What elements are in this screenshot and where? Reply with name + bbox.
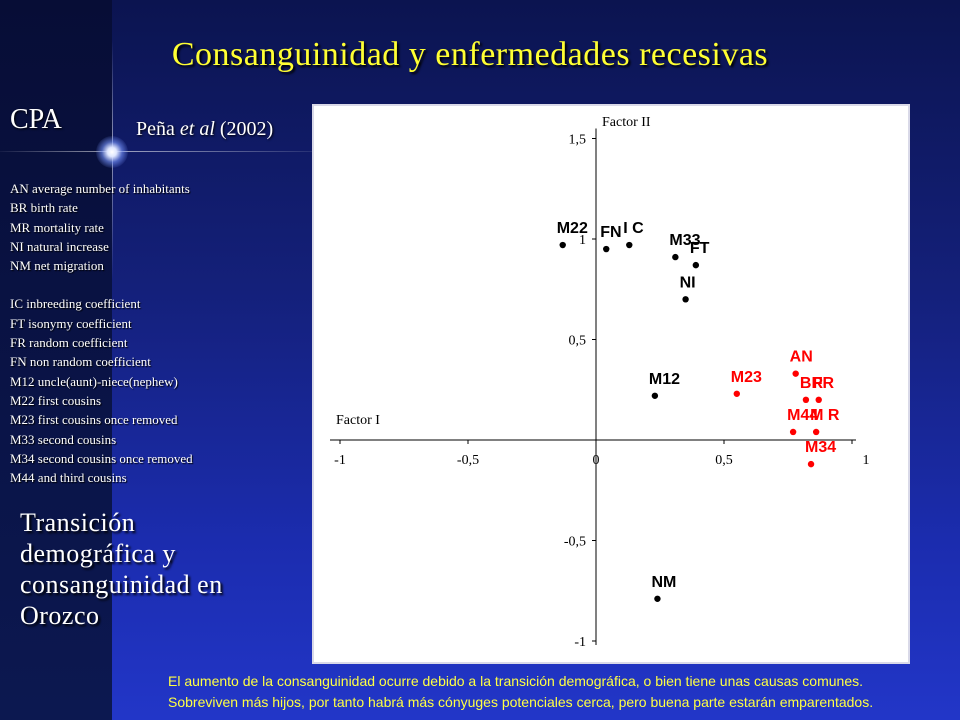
- data-point: [733, 390, 740, 397]
- pca-chart-svg: Factor I Factor II -1 -0,5 0 0,5 1 1,5 1 0,5 -0,5…: [330, 115, 870, 650]
- y-tick-label: -0,5: [564, 535, 586, 550]
- legend-item: M22 first cousins: [10, 392, 101, 408]
- legend-item: M12 uncle(aunt)-niece(nephew): [10, 373, 178, 389]
- footnote-line: El aumento de la consanguinidad ocurre d…: [168, 673, 863, 689]
- data-point: [626, 241, 633, 249]
- data-point: [807, 460, 815, 468]
- legend-item: IC inbreeding coefficient: [10, 296, 141, 312]
- x-tick-label: 0,5: [715, 453, 733, 468]
- subtitle-line: consanguinidad en: [20, 570, 223, 599]
- slide-title: Consanguinidad y enfermedades recesivas: [171, 36, 769, 73]
- pca-chart: Factor I Factor II -1 -0,5 0 0,5 1 1,5 1 0,5 -0,5…: [312, 104, 910, 664]
- data-point-label: M23: [731, 369, 762, 386]
- legend-item: FN non random coefficient: [10, 354, 151, 370]
- data-point: [815, 396, 822, 403]
- data-point: [682, 296, 689, 303]
- footnote: El aumento de la consanguinidad ocurre d…: [168, 671, 958, 713]
- data-point-label: M44: [787, 407, 818, 424]
- legend-item: M23 first cousins once removed: [10, 412, 178, 428]
- legend-item: FT isonymy coefficient: [10, 315, 132, 331]
- data-point-label: NM: [651, 574, 676, 591]
- data-point-label: FT: [690, 240, 710, 257]
- legend-item: M44 and third cousins: [10, 470, 127, 486]
- legend-gap: [10, 275, 310, 294]
- legend-item: MR mortality rate: [10, 219, 104, 235]
- data-point: [603, 245, 610, 253]
- subtitle-line: Orozco: [20, 601, 100, 630]
- legend-item: NI natural increase: [10, 238, 109, 254]
- y-tick-label: -1: [574, 635, 586, 650]
- data-point-label: FR: [813, 375, 835, 392]
- data-point-label: M34: [805, 439, 836, 456]
- subtitle-line: Transición: [20, 508, 136, 537]
- data-point-label: BR: [800, 375, 824, 392]
- data-point: [792, 370, 799, 377]
- citation: Peña et al (2002): [136, 118, 273, 141]
- data-point-label: NI: [680, 274, 696, 291]
- flare-glow: [96, 136, 128, 168]
- data-point: [654, 595, 661, 602]
- x-tick-label: -0,5: [457, 453, 479, 468]
- data-point: [789, 428, 797, 436]
- legend-item: M34 second cousins once removed: [10, 450, 193, 466]
- y-tick-label: 1: [579, 233, 586, 248]
- flare-horizontal-line: [0, 151, 330, 152]
- subtitle: Transición demográfica y consanguinidad …: [20, 507, 300, 631]
- data-point: [651, 392, 659, 399]
- x-axis-label: Factor I: [336, 413, 380, 428]
- y-tick-label: 0,5: [569, 334, 587, 349]
- subtitle-line: demográfica y: [20, 539, 176, 568]
- citation-author: Peña: [136, 118, 175, 140]
- legend-item: AN average number of inhabitants: [10, 181, 190, 196]
- abbreviation-legend: AN average number of inhabitants BR birt…: [10, 179, 310, 487]
- data-point-label: FN: [600, 224, 621, 241]
- legend-item: M33 second cousins: [10, 431, 117, 447]
- y-tick-label: 1,5: [569, 133, 587, 148]
- data-point: [802, 396, 810, 403]
- data-point: [692, 261, 700, 269]
- cpa-heading: CPA: [10, 104, 62, 135]
- citation-year: (2002): [219, 118, 274, 140]
- legend-item: BR birth rate: [10, 200, 78, 216]
- data-point: [672, 253, 679, 261]
- x-tick-label: -1: [334, 453, 346, 468]
- data-point: [559, 241, 566, 249]
- left-dark-panel: [0, 0, 112, 720]
- data-point: [812, 428, 820, 436]
- x-tick-label: 1: [863, 453, 870, 468]
- data-point-label: M R: [810, 407, 840, 424]
- footnote-line: Sobreviven más hijos, por tanto habrá má…: [168, 694, 874, 710]
- y-axis-label: Factor II: [602, 115, 651, 130]
- data-point-label: AN: [790, 349, 813, 366]
- data-point-label: I C: [623, 220, 644, 237]
- data-point-label: M12: [649, 371, 680, 388]
- data-point-label: M33: [669, 232, 700, 249]
- legend-item: NM net migration: [10, 258, 104, 274]
- legend-item: FR random coefficient: [10, 335, 128, 351]
- data-point-label: M22: [557, 220, 588, 237]
- x-tick-label: 0: [593, 453, 600, 468]
- citation-etal: et al: [179, 118, 215, 140]
